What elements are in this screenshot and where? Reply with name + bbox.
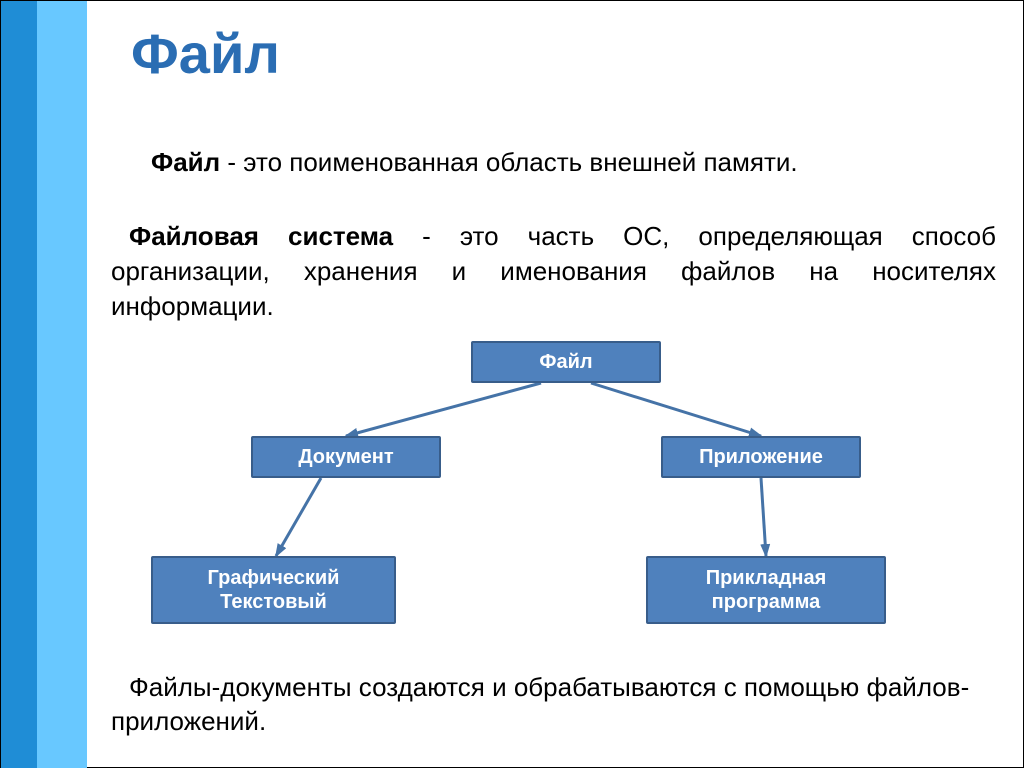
node-graph: Графический Текстовый: [151, 556, 396, 624]
footer-note: Файлы-документы создаются и обрабатывают…: [111, 671, 996, 739]
slide: Файл Файл - это поименованная область вн…: [0, 0, 1024, 768]
edge-doc-graph: [276, 478, 321, 556]
definition-file: Файл - это поименованная область внешней…: [111, 146, 991, 180]
edge-file-doc: [346, 383, 541, 436]
hierarchy-chart: Файл Документ Приложение Графический Тексто…: [121, 341, 991, 651]
sidebar-bar-light: [37, 1, 87, 768]
node-doc: Документ: [251, 436, 441, 478]
edge-app-applied: [761, 478, 766, 556]
definition-file-term: Файл: [151, 147, 220, 177]
node-applied: Прикладная программа: [646, 556, 886, 624]
definition-filesystem: Файловая система - это часть ОС, определ…: [111, 219, 996, 324]
node-app: Приложение: [661, 436, 861, 478]
footer-note-text: Файлы-документы создаются и обрабатывают…: [111, 672, 969, 736]
slide-title: Файл: [131, 21, 280, 86]
definition-file-rest: - это поименованная область внешней памя…: [220, 147, 797, 177]
edge-file-app: [591, 383, 761, 436]
node-file: Файл: [471, 341, 661, 383]
definition-filesystem-term: Файловая система: [129, 221, 393, 251]
sidebar-bar-dark: [1, 1, 37, 768]
